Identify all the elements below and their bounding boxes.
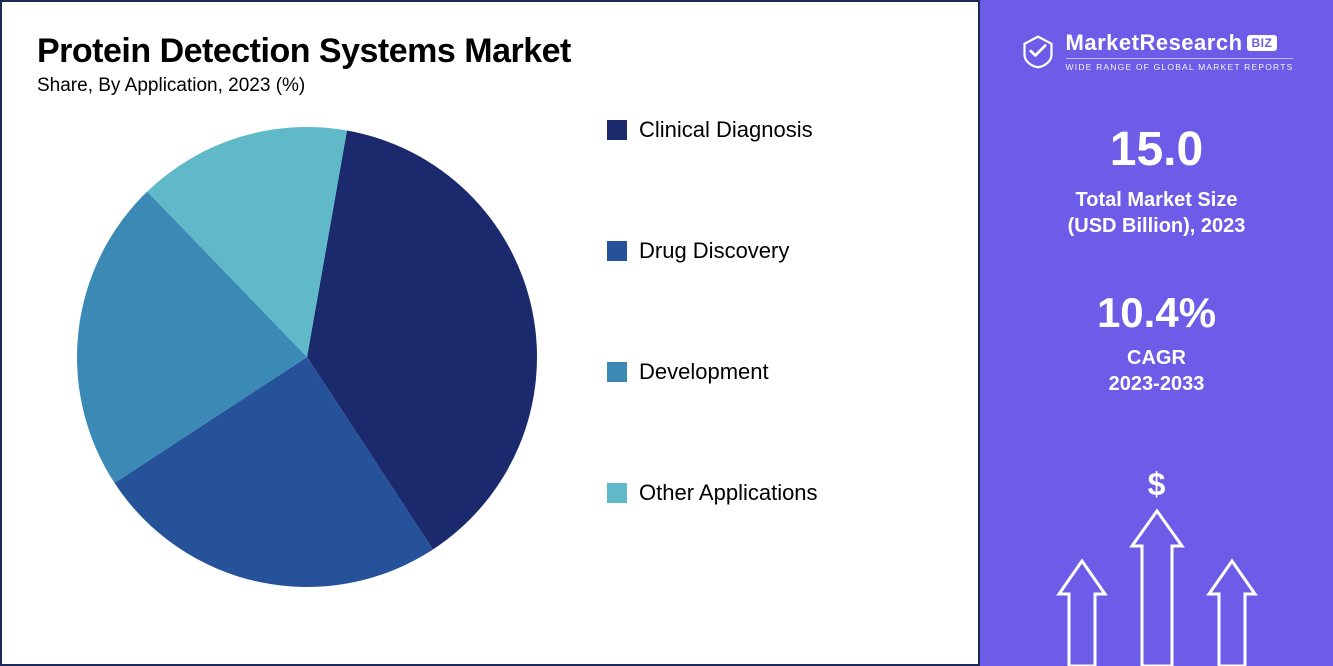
legend-item: Development xyxy=(607,359,818,385)
arrows-svg xyxy=(1027,486,1287,666)
legend-label: Development xyxy=(639,359,769,385)
chart-title: Protein Detection Systems Market xyxy=(37,32,943,71)
chart-subtitle: Share, By Application, 2023 (%) xyxy=(37,75,943,97)
legend-item: Clinical Diagnosis xyxy=(607,117,818,143)
legend-swatch xyxy=(607,120,627,140)
dollar-icon: $ xyxy=(1148,466,1166,503)
market-size-label-line1: Total Market Size xyxy=(1076,189,1238,211)
cagr-label-line1: CAGR xyxy=(1127,347,1186,369)
brand-name-text: MarketResearch xyxy=(1066,30,1243,56)
market-size-label: Total Market Size (USD Billion), 2023 xyxy=(1068,187,1246,239)
legend-item: Drug Discovery xyxy=(607,238,818,264)
brand-suffix-badge: BIZ xyxy=(1247,35,1278,51)
brand-name: MarketResearch BIZ xyxy=(1066,30,1278,56)
brand-text: MarketResearch BIZ WIDE RANGE OF GLOBAL … xyxy=(1066,30,1294,72)
stats-side-panel: MarketResearch BIZ WIDE RANGE OF GLOBAL … xyxy=(980,0,1333,666)
market-size-value: 15.0 xyxy=(1110,122,1203,177)
cagr-label: CAGR 2023-2033 xyxy=(1109,345,1205,397)
legend-swatch xyxy=(607,362,627,382)
main-chart-panel: Protein Detection Systems Market Share, … xyxy=(0,0,980,666)
legend-swatch xyxy=(607,483,627,503)
legend-item: Other Applications xyxy=(607,480,818,506)
brand-block: MarketResearch BIZ WIDE RANGE OF GLOBAL … xyxy=(1020,30,1294,72)
legend-label: Clinical Diagnosis xyxy=(639,117,813,143)
legend-swatch xyxy=(607,241,627,261)
brand-logo-icon xyxy=(1020,33,1056,69)
legend-label: Other Applications xyxy=(639,480,818,506)
brand-tagline: WIDE RANGE OF GLOBAL MARKET REPORTS xyxy=(1066,58,1294,72)
pie-chart xyxy=(67,117,547,597)
cagr-value: 10.4% xyxy=(1097,289,1216,337)
market-size-label-line2: (USD Billion), 2023 xyxy=(1068,215,1246,237)
chart-legend: Clinical Diagnosis Drug Discovery Developm… xyxy=(607,117,818,506)
cagr-label-line2: 2023-2033 xyxy=(1109,373,1205,395)
pie-svg xyxy=(67,117,547,597)
growth-arrows-graphic: $ xyxy=(1027,486,1287,666)
legend-label: Drug Discovery xyxy=(639,238,789,264)
chart-area: Clinical Diagnosis Drug Discovery Developm… xyxy=(37,107,943,597)
